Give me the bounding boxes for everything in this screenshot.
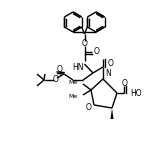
Text: HO: HO	[130, 88, 142, 97]
Text: Me: Me	[69, 79, 78, 85]
Text: N: N	[105, 69, 111, 78]
Polygon shape	[111, 108, 114, 119]
Text: O: O	[108, 59, 114, 67]
Text: HN: HN	[72, 63, 83, 72]
Text: O: O	[57, 64, 63, 74]
Text: O: O	[82, 38, 87, 47]
Text: O: O	[94, 47, 100, 57]
Text: O: O	[53, 76, 59, 85]
Text: O: O	[122, 78, 128, 88]
Text: O: O	[85, 102, 91, 112]
Text: Me: Me	[69, 95, 78, 100]
